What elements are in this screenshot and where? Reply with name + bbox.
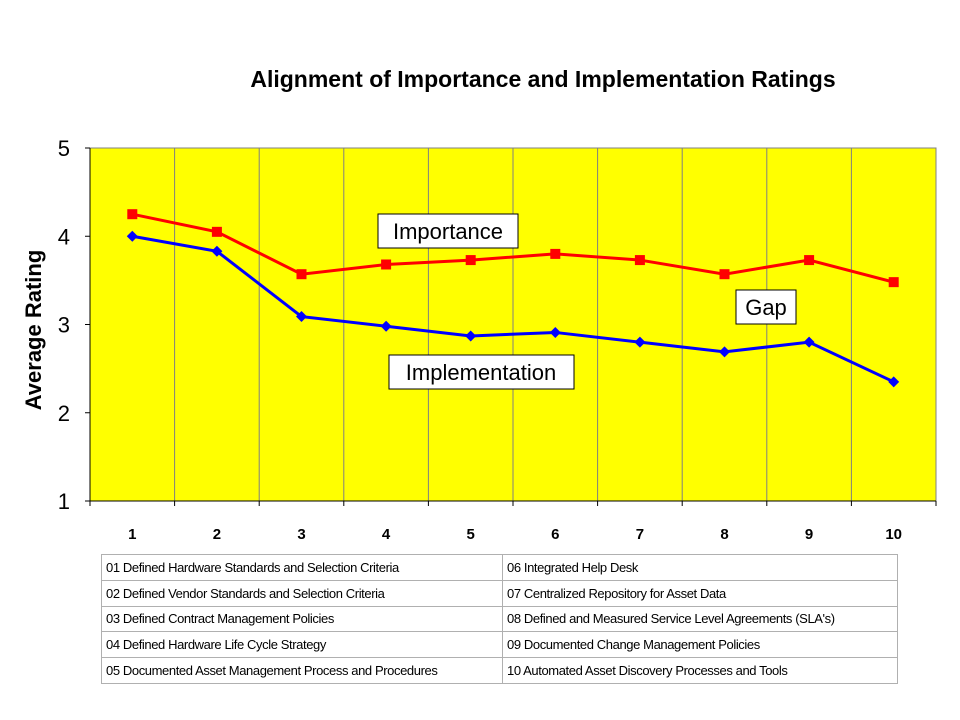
table-row: 04 Defined Hardware Life Cycle Strategy … xyxy=(101,631,898,659)
legend-cell: 10 Automated Asset Discovery Processes a… xyxy=(502,657,898,684)
data-point-implementation xyxy=(803,336,815,348)
data-point-implementation xyxy=(634,336,646,348)
data-point-importance xyxy=(211,226,222,237)
data-point-implementation xyxy=(465,330,477,342)
table-row: 01 Defined Hardware Standards and Select… xyxy=(101,554,898,581)
table-row: 02 Defined Vendor Standards and Selectio… xyxy=(101,579,898,607)
x-tick-label: 8 xyxy=(720,526,728,543)
legend-cell: 02 Defined Vendor Standards and Selectio… xyxy=(101,579,503,607)
x-tick-label: 2 xyxy=(213,526,221,543)
chart-title: Alignment of Importance and Implementati… xyxy=(250,66,835,92)
data-point-importance xyxy=(634,255,645,266)
annotation-gap: Gap xyxy=(735,289,797,325)
data-point-importance xyxy=(888,277,899,288)
series-line-importance xyxy=(131,212,895,284)
x-tick-label: 6 xyxy=(551,526,559,543)
y-axis-label: Average Rating xyxy=(21,250,46,411)
data-point-importance xyxy=(127,209,138,220)
series-line-implementation xyxy=(132,234,895,384)
item-legend-table: 01 Defined Hardware Standards and Select… xyxy=(101,554,898,684)
legend-cell: 07 Centralized Repository for Asset Data xyxy=(502,579,898,607)
legend-cell: 05 Documented Asset Management Process a… xyxy=(101,657,503,684)
x-tick-label: 4 xyxy=(382,526,391,543)
x-tick-label: 9 xyxy=(805,526,813,543)
annotation-gap-text: Gap xyxy=(745,295,787,320)
data-point-importance xyxy=(550,248,561,259)
chart: Alignment of Importance and Implementati… xyxy=(21,66,937,543)
table-row: 05 Documented Asset Management Process a… xyxy=(101,657,898,684)
legend-cell: 03 Defined Contract Management Policies xyxy=(101,605,503,633)
data-point-implementation xyxy=(296,311,307,323)
y-tick-label: 5 xyxy=(58,136,70,161)
legend-cell: 06 Integrated Help Desk xyxy=(502,554,898,581)
annotation-implementation: Implementation xyxy=(388,354,575,390)
annotation-importance-text: Importance xyxy=(393,219,503,244)
data-point-importance xyxy=(296,269,307,280)
legend-cell: 09 Documented Change Management Policies xyxy=(502,631,898,659)
x-tick-label: 3 xyxy=(297,526,305,543)
x-tick-label: 10 xyxy=(885,526,902,543)
data-point-importance xyxy=(465,255,476,266)
data-point-importance xyxy=(804,255,815,266)
data-point-implementation xyxy=(888,376,900,388)
x-tick-label: 5 xyxy=(467,526,475,543)
data-point-importance xyxy=(719,269,730,280)
y-tick-label: 4 xyxy=(58,224,70,249)
data-point-implementation xyxy=(211,245,223,257)
table-row: 03 Defined Contract Management Policies … xyxy=(101,605,898,633)
x-tick-label: 7 xyxy=(636,526,644,543)
y-tick-label: 3 xyxy=(58,313,70,338)
data-point-importance xyxy=(381,259,392,270)
annotation-importance: Importance xyxy=(377,213,519,249)
data-point-implementation xyxy=(719,346,730,358)
legend-cell: 04 Defined Hardware Life Cycle Strategy xyxy=(101,631,503,659)
series-implementation xyxy=(126,230,900,388)
data-point-implementation xyxy=(126,230,138,242)
data-point-implementation xyxy=(549,326,561,338)
data-point-implementation xyxy=(380,320,392,332)
legend-cell: 08 Defined and Measured Service Level Ag… xyxy=(502,605,898,633)
annotation-implementation-text: Implementation xyxy=(406,360,556,385)
y-tick-label: 1 xyxy=(58,489,70,514)
y-tick-label: 2 xyxy=(58,401,70,426)
series-importance xyxy=(127,209,899,288)
x-tick-label: 1 xyxy=(128,526,136,543)
legend-cell: 01 Defined Hardware Standards and Select… xyxy=(101,554,503,581)
